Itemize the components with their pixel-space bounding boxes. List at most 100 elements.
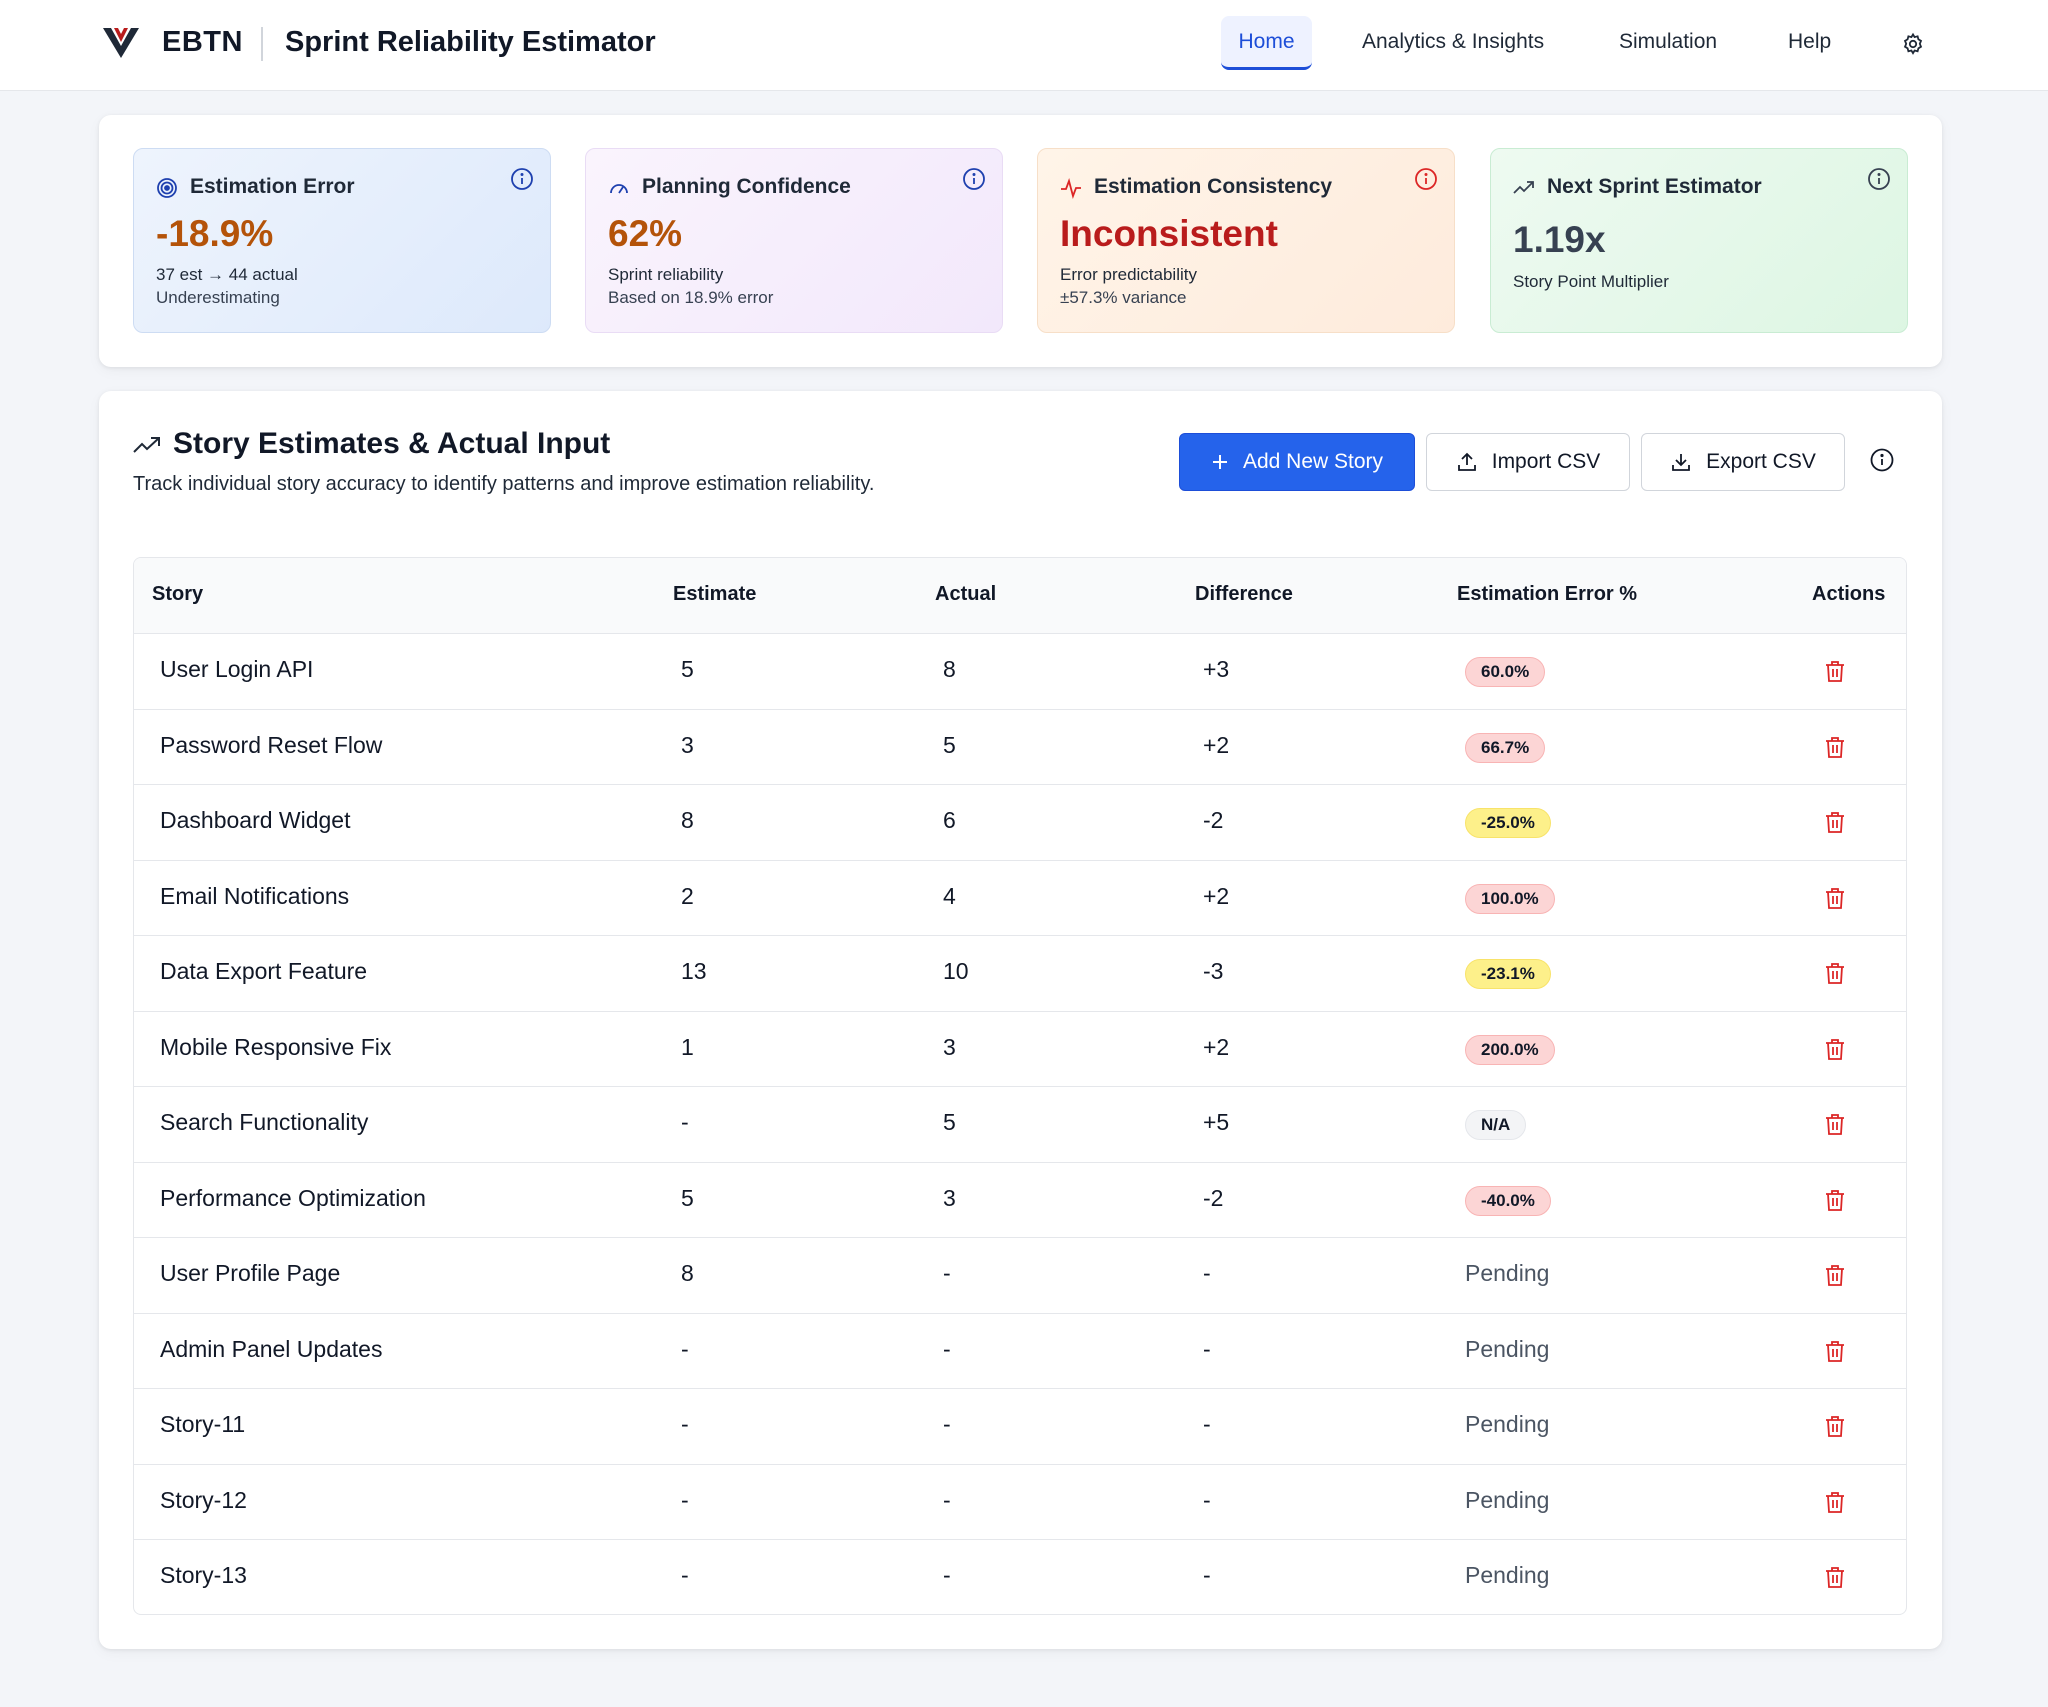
actual-cell[interactable]: -	[943, 1260, 951, 1286]
info-icon[interactable]	[1414, 167, 1438, 191]
import-csv-button[interactable]: Import CSV	[1426, 433, 1630, 491]
pending-status: Pending	[1465, 1260, 1550, 1286]
table-row: Dashboard Widget 8 6 -2 -25.0%	[134, 785, 1906, 861]
ebtn-logo-icon[interactable]	[101, 24, 141, 60]
card-caption: ±57.3% variance	[1060, 288, 1187, 307]
difference-cell: +2	[1203, 882, 1230, 909]
trending-up-icon	[1513, 181, 1534, 194]
story-name-cell[interactable]: Story-12	[160, 1486, 247, 1513]
story-name-cell[interactable]: Story-13	[160, 1562, 247, 1588]
estimate-cell[interactable]: 8	[681, 1260, 694, 1286]
actual-cell[interactable]: 3	[943, 1184, 956, 1211]
info-icon[interactable]	[962, 167, 986, 191]
nav-help[interactable]: Help	[1788, 30, 1832, 53]
table-row: Email Notifications 2 4 +2 100.0%	[134, 861, 1906, 936]
column-header-actual: Actual	[935, 583, 997, 605]
estimate-cell[interactable]: 5	[681, 656, 694, 682]
card-title: Estimation Consistency	[1094, 175, 1333, 198]
add-new-story-button[interactable]: Add New Story	[1179, 433, 1415, 491]
trash-icon[interactable]	[1824, 1414, 1846, 1438]
info-icon[interactable]	[510, 167, 534, 191]
story-name-cell[interactable]: Password Reset Flow	[160, 731, 383, 758]
estimate-cell[interactable]: 8	[681, 807, 694, 833]
section-title: Story Estimates & Actual Input	[173, 427, 611, 460]
trash-icon[interactable]	[1824, 1339, 1846, 1363]
nav-simulation[interactable]: Simulation	[1619, 30, 1718, 53]
estimate-cell[interactable]: 1	[681, 1033, 694, 1060]
story-name-cell[interactable]: Performance Optimization	[160, 1184, 426, 1211]
estimate-cell[interactable]: -	[681, 1411, 689, 1437]
plus-icon	[1212, 455, 1227, 469]
card-value: Inconsistent	[1060, 213, 1278, 254]
pending-status: Pending	[1465, 1562, 1550, 1588]
upload-icon	[1457, 452, 1476, 471]
actual-cell[interactable]: 4	[943, 882, 956, 909]
trash-icon[interactable]	[1824, 810, 1846, 834]
card-title: Planning Confidence	[642, 175, 851, 198]
trash-icon[interactable]	[1824, 1263, 1846, 1287]
estimate-cell[interactable]: 3	[681, 731, 694, 758]
trash-icon[interactable]	[1824, 886, 1846, 910]
error-badge: -40.0%	[1465, 1185, 1551, 1216]
estimate-cell[interactable]: -	[681, 1109, 689, 1135]
actual-cell[interactable]: 10	[943, 958, 969, 984]
error-badge: N/A	[1465, 1110, 1527, 1140]
story-name-cell[interactable]: Search Functionality	[160, 1109, 369, 1135]
trending-up-icon	[133, 437, 160, 453]
trash-icon[interactable]	[1824, 961, 1846, 985]
table-row: Admin Panel Updates - - - Pending	[134, 1314, 1906, 1389]
info-icon[interactable]	[1867, 167, 1891, 191]
estimate-cell[interactable]: 5	[681, 1184, 694, 1211]
difference-cell: +3	[1203, 656, 1230, 682]
estimation-consistency-card: Estimation Consistency Inconsistent Erro…	[1037, 148, 1455, 333]
estimation-error-card: Estimation Error -18.9% 37 est → 44 actu…	[133, 148, 551, 333]
actual-cell[interactable]: -	[943, 1335, 951, 1362]
actual-cell[interactable]: 6	[943, 807, 956, 833]
trash-icon[interactable]	[1824, 1490, 1846, 1514]
actual-cell[interactable]: -	[943, 1411, 951, 1437]
export-csv-button[interactable]: Export CSV	[1641, 433, 1845, 491]
import-csv-label: Import CSV	[1491, 450, 1601, 473]
estimate-cell[interactable]: 2	[681, 882, 694, 909]
story-name-cell[interactable]: Mobile Responsive Fix	[160, 1033, 392, 1060]
actual-cell[interactable]: 3	[943, 1033, 956, 1060]
table-row: Story-12 - - - Pending	[134, 1465, 1906, 1540]
trash-icon[interactable]	[1824, 1037, 1846, 1061]
gear-icon[interactable]	[1901, 32, 1925, 56]
estimate-cell[interactable]: 13	[681, 958, 707, 984]
story-name-cell[interactable]: Dashboard Widget	[160, 807, 351, 833]
nav-home[interactable]: Home	[1221, 16, 1312, 70]
trash-icon[interactable]	[1824, 659, 1846, 683]
trash-icon[interactable]	[1824, 1188, 1846, 1212]
table-header: Story Estimate Actual Difference Estimat…	[134, 558, 1906, 634]
estimate-cell[interactable]: -	[681, 1486, 689, 1513]
story-name-cell[interactable]: User Profile Page	[160, 1260, 341, 1286]
story-name-cell[interactable]: Admin Panel Updates	[160, 1335, 383, 1362]
next-sprint-estimator-card: Next Sprint Estimator 1.19x Story Point …	[1490, 148, 1908, 333]
trash-icon[interactable]	[1824, 1112, 1846, 1136]
actual-cell[interactable]: -	[943, 1486, 951, 1513]
target-icon	[157, 178, 177, 198]
actual-cell[interactable]: 8	[943, 656, 956, 682]
actual-cell[interactable]: 5	[943, 1109, 956, 1135]
estimate-cell[interactable]: -	[681, 1562, 689, 1588]
story-name-cell[interactable]: Email Notifications	[160, 882, 350, 909]
trash-icon[interactable]	[1824, 735, 1846, 759]
trash-icon[interactable]	[1824, 1565, 1846, 1589]
card-caption: Underestimating	[156, 288, 280, 307]
story-name-cell[interactable]: User Login API	[160, 656, 314, 682]
estimate-cell[interactable]: -	[681, 1335, 689, 1362]
difference-cell: -	[1203, 1260, 1211, 1286]
error-badge: 100.0%	[1465, 883, 1555, 914]
section-subtitle: Track individual story accuracy to ident…	[133, 473, 875, 495]
info-icon[interactable]	[1869, 447, 1895, 473]
story-name-cell[interactable]: Story-11	[160, 1411, 246, 1437]
error-badge: -25.0%	[1465, 808, 1551, 838]
story-name-cell[interactable]: Data Export Feature	[160, 958, 368, 984]
nav-analytics[interactable]: Analytics & Insights	[1362, 30, 1545, 53]
card-subtitle: Sprint reliability	[608, 265, 724, 284]
table-row: User Login API 5 8 +3 60.0%	[134, 634, 1906, 710]
actual-cell[interactable]: 5	[943, 731, 956, 758]
table-row: Performance Optimization 5 3 -2 -40.0%	[134, 1163, 1906, 1238]
actual-cell[interactable]: -	[943, 1562, 951, 1588]
